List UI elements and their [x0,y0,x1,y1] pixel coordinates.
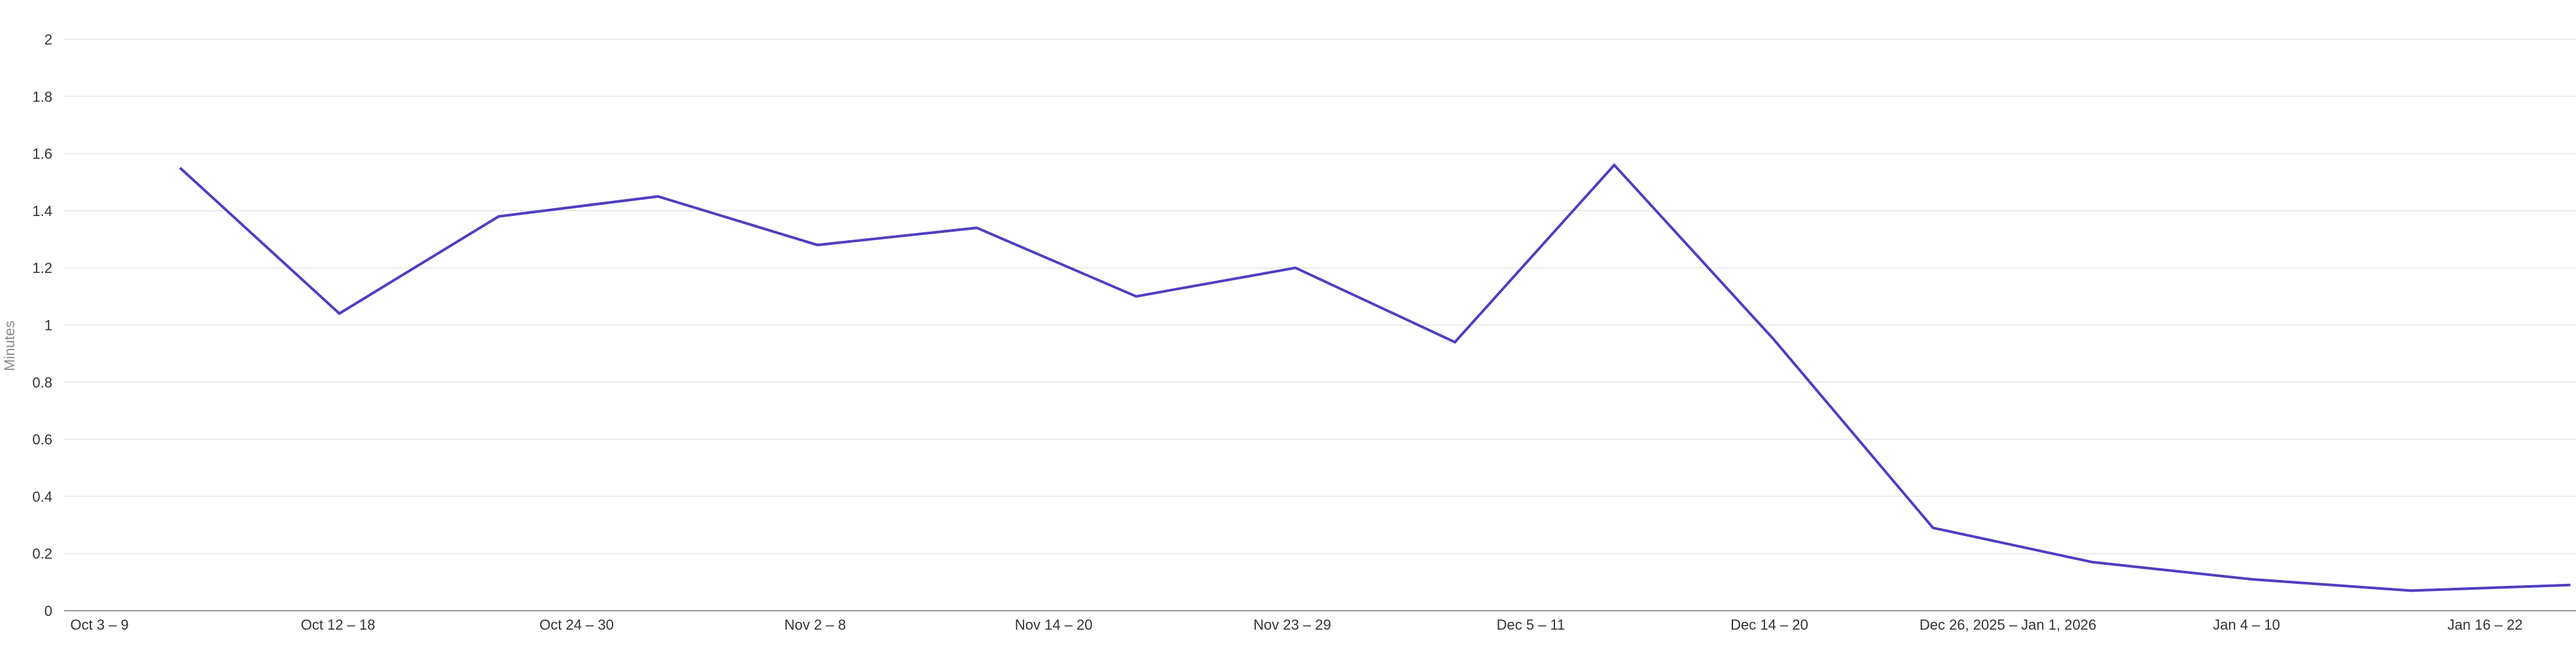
x-tick-label: Dec 5 – 11 [1497,617,1565,633]
y-tick-label: 2 [45,31,52,48]
series-line [179,163,2571,592]
x-tick-label: Oct 12 – 18 [301,617,376,633]
x-tick-label: Nov 2 – 8 [784,617,846,633]
x-tick-label: Dec 14 – 20 [1730,617,1808,633]
y-tick-label: 0 [45,603,52,619]
y-tick-label: 0.4 [32,488,52,505]
x-tick-label: Oct 3 – 9 [70,617,128,633]
x-tick-label: Oct 24 – 30 [539,617,614,633]
x-tick-label: Jan 4 – 10 [2213,617,2280,633]
y-tick-label: 1.6 [32,146,52,162]
y-tick-label: 1 [45,317,52,334]
x-tick-label: Dec 26, 2025 – Jan 1, 2026 [1920,617,2096,633]
x-axis-ticks: Oct 3 – 9 Oct 12 – 18 Oct 24 – 30 Nov 2 – 8… [70,617,2522,633]
y-tick-label: 0.2 [32,546,52,562]
x-tick-label: Nov 23 – 29 [1253,617,1331,633]
x-tick-label: Jan 16 – 22 [2448,617,2523,633]
y-tick-label: 0.6 [32,431,52,448]
y-tick-label: 1.4 [32,203,52,219]
y-tick-label: 0.8 [32,374,52,391]
y-axis-ticks: 0 0.2 0.4 0.6 0.8 1 1.2 1.4 1.6 1.8 2 [32,31,52,619]
y-axis-title: Minutes [1,321,18,371]
x-tick-label: Nov 14 – 20 [1015,617,1093,633]
series-group [179,163,2571,592]
grid-lines [64,39,2576,554]
y-tick-label: 1.2 [32,260,52,276]
y-tick-label: 1.8 [32,88,52,105]
